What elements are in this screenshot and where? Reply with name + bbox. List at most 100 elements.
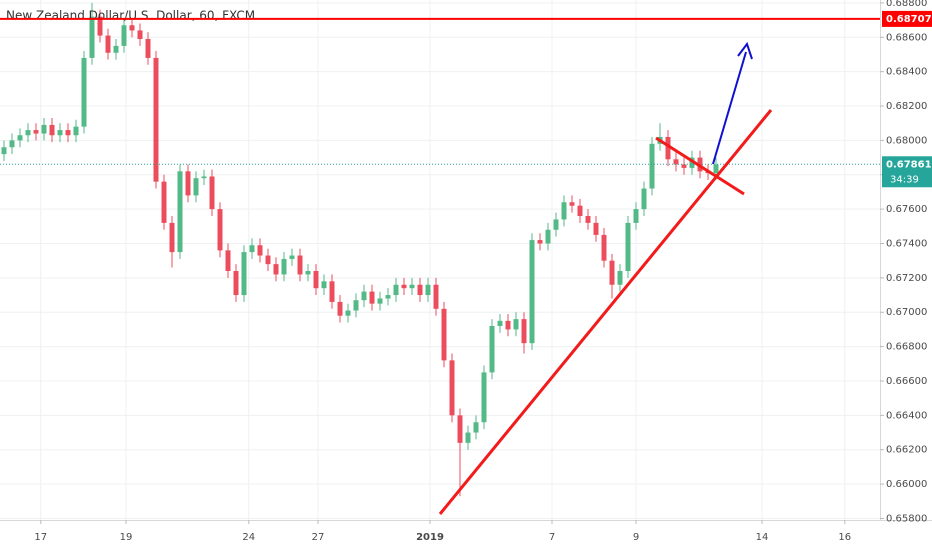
x-tick-label: 16 bbox=[838, 532, 851, 543]
y-tick-label: 0.66400 bbox=[886, 410, 927, 421]
x-tick-label: 9 bbox=[633, 532, 639, 543]
candle-body bbox=[249, 245, 255, 253]
y-tick-label: 0.67400 bbox=[886, 239, 927, 250]
y-tick-label: 0.67200 bbox=[886, 273, 927, 284]
y-tick-label: 0.68800 bbox=[886, 0, 927, 9]
candle-body bbox=[601, 234, 607, 261]
candle-body bbox=[153, 57, 159, 182]
x-tick-label: 14 bbox=[756, 532, 769, 543]
candle-body bbox=[105, 35, 111, 53]
candle-body bbox=[321, 281, 327, 289]
candle-body bbox=[17, 135, 23, 141]
x-tick-label: 27 bbox=[312, 532, 325, 543]
chart-title: New Zealand Dollar/U.S. Dollar, 60, FXCM bbox=[6, 9, 255, 23]
candle-body bbox=[665, 136, 671, 160]
grid bbox=[0, 0, 880, 520]
candle-body bbox=[409, 284, 415, 289]
arrow-line bbox=[712, 51, 747, 165]
candle-body bbox=[121, 25, 127, 46]
candle-body bbox=[569, 202, 575, 206]
candle-body bbox=[577, 205, 583, 217]
y-tick-label: 0.68200 bbox=[886, 101, 927, 112]
candle-body bbox=[513, 319, 519, 330]
candle-body bbox=[113, 45, 119, 53]
candle-body bbox=[633, 209, 639, 223]
candle-body bbox=[713, 164, 719, 174]
arrow-head bbox=[737, 41, 753, 60]
candle-body bbox=[345, 310, 351, 316]
candle-body bbox=[185, 171, 191, 196]
candle-body bbox=[305, 270, 311, 275]
candle-body bbox=[641, 188, 647, 210]
resistance-box bbox=[882, 10, 932, 27]
candle-body bbox=[353, 300, 359, 311]
candle-body bbox=[137, 30, 143, 40]
candle-body bbox=[393, 284, 399, 296]
candle-body bbox=[25, 130, 31, 136]
candle-body bbox=[49, 124, 55, 136]
candle-body bbox=[9, 140, 15, 148]
y-tick-label: 0.66000 bbox=[886, 479, 927, 490]
candle-body bbox=[489, 325, 495, 373]
candle-body bbox=[609, 260, 615, 285]
candle-body bbox=[529, 240, 535, 344]
candle-body bbox=[361, 291, 367, 301]
candle-body bbox=[497, 320, 503, 326]
candle-body bbox=[377, 298, 383, 304]
candle-body bbox=[537, 240, 543, 244]
candle-body bbox=[129, 25, 135, 31]
y-tick-label: 0.67600 bbox=[886, 204, 927, 215]
candle-body bbox=[57, 130, 63, 136]
candle-body bbox=[297, 255, 303, 275]
last-price-label: 0.67861 bbox=[886, 159, 932, 170]
y-tick-label: 0.68600 bbox=[886, 32, 927, 43]
candle-body bbox=[585, 216, 591, 223]
trend-line bbox=[655, 136, 745, 196]
candle-body bbox=[689, 157, 695, 168]
candle-body bbox=[313, 270, 319, 289]
candle-body bbox=[369, 291, 375, 304]
y-tick-label: 0.65800 bbox=[886, 513, 927, 524]
candle-body bbox=[401, 284, 407, 289]
x-tick-label: 19 bbox=[120, 532, 133, 543]
candle-body bbox=[265, 255, 271, 265]
candle-body bbox=[1, 147, 7, 155]
candle-body bbox=[593, 222, 599, 235]
candle-body bbox=[545, 229, 551, 244]
y-tick-label: 0.68000 bbox=[886, 135, 927, 146]
y-tick-label: 0.68400 bbox=[886, 67, 927, 78]
candle-body bbox=[625, 222, 631, 271]
x-tick-label: 17 bbox=[34, 532, 47, 543]
candle-body bbox=[673, 159, 679, 165]
drawings bbox=[438, 41, 773, 515]
y-tick-label: 0.66600 bbox=[886, 376, 927, 387]
candle-body bbox=[177, 171, 183, 253]
candle-body bbox=[89, 16, 95, 58]
candle-body bbox=[161, 181, 167, 223]
candle-body bbox=[561, 202, 567, 220]
y-tick-label: 0.67000 bbox=[886, 307, 927, 318]
y-tick-label: 0.66200 bbox=[886, 445, 927, 456]
candle-body bbox=[385, 295, 391, 299]
y-tick-label: 0.66800 bbox=[886, 342, 927, 353]
candle-body bbox=[681, 164, 687, 168]
x-tick-label: 2019 bbox=[416, 532, 444, 543]
candle-body bbox=[193, 178, 199, 196]
candle-body bbox=[465, 432, 471, 443]
resistance-label: 0.68707 bbox=[886, 14, 932, 25]
x-tick-label: 7 bbox=[549, 532, 555, 543]
candle-body bbox=[617, 270, 623, 285]
candle-body bbox=[73, 126, 79, 136]
candle-body bbox=[209, 176, 215, 210]
candle-body bbox=[225, 250, 231, 271]
candle-body bbox=[145, 39, 151, 58]
candle-body bbox=[473, 422, 479, 433]
candle-body bbox=[449, 360, 455, 416]
countdown-label: 34:39 bbox=[890, 174, 919, 185]
candle-body bbox=[257, 245, 263, 256]
candle-body bbox=[281, 258, 287, 275]
candle-body bbox=[41, 124, 47, 134]
candle-body bbox=[97, 16, 103, 36]
